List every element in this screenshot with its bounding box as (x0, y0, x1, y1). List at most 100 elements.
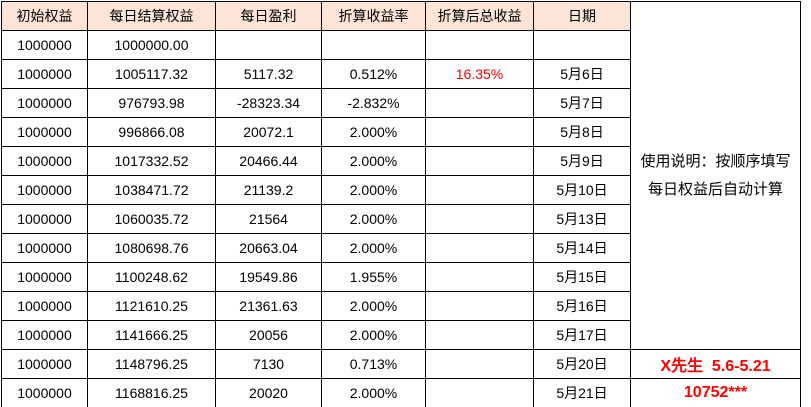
table-cell[interactable]: 2.000% (321, 233, 426, 263)
table-cell[interactable] (533, 30, 631, 60)
table-cell[interactable]: 21361.63 (215, 291, 322, 321)
table-cell[interactable]: 2.000% (321, 175, 426, 205)
table-cell[interactable] (425, 320, 534, 350)
table-cell[interactable]: 21564 (215, 204, 322, 234)
table-cell[interactable] (425, 349, 534, 379)
table-cell[interactable]: 5117.32 (215, 59, 322, 89)
table-cell[interactable]: 1000000 (1, 291, 88, 321)
table-cell[interactable] (425, 233, 534, 263)
table-cell[interactable]: 1.955% (321, 262, 426, 292)
table-cell[interactable]: 1017332.52 (87, 146, 216, 176)
header-row: 初始权益 每日结算权益 每日盈利 折算收益率 折算后总收益 日期 (1, 1, 631, 31)
table-cell[interactable]: 2.000% (321, 291, 426, 321)
usage-note-cell[interactable]: 使用说明：按顺序填写每日权益后自动计算 (631, 2, 800, 349)
table-cell[interactable]: 1000000.00 (87, 30, 216, 60)
table-cell[interactable]: 996866.08 (87, 117, 216, 147)
table-cell[interactable]: 976793.98 (87, 88, 216, 118)
table-cell[interactable]: 20466.44 (215, 146, 322, 176)
table-cell[interactable]: 7130 (215, 349, 322, 379)
table-cell[interactable]: 5月7日 (533, 88, 631, 118)
table-cell[interactable]: 1000000 (1, 378, 88, 407)
table-cell[interactable]: 16.35% (425, 59, 534, 89)
signature-cell[interactable]: X先生 5.6-5.21 (631, 349, 800, 378)
table-cell[interactable]: 1000000 (1, 88, 88, 118)
table-cell[interactable]: 1060035.72 (87, 204, 216, 234)
table-cell[interactable]: 20072.1 (215, 117, 322, 147)
table-cell[interactable] (425, 378, 534, 407)
table-cell[interactable]: 20020 (215, 378, 322, 407)
table-cell[interactable]: 0.713% (321, 349, 426, 379)
table-cell[interactable]: 21139.2 (215, 175, 322, 205)
table-cell[interactable]: 2.000% (321, 378, 426, 407)
table-cell[interactable] (425, 204, 534, 234)
table-cell[interactable] (321, 30, 426, 60)
table-cell[interactable]: 1080698.76 (87, 233, 216, 263)
table-row: 1000000 1005117.32 5117.32 0.512% 16.35% 5月6日 (1, 59, 631, 89)
table-cell[interactable]: 1000000 (1, 233, 88, 263)
table-cell[interactable]: 1000000 (1, 146, 88, 176)
header-cell-daily-profit[interactable]: 每日盈利 (215, 1, 322, 31)
table-cell[interactable]: 1168816.25 (87, 378, 216, 407)
table-cell[interactable]: 20663.04 (215, 233, 322, 263)
table-cell[interactable]: 1000000 (1, 59, 88, 89)
table-cell[interactable] (425, 88, 534, 118)
table-row: 1000000 1000000.00 (1, 30, 631, 60)
table-cell[interactable]: 5月20日 (533, 349, 631, 379)
table-cell[interactable] (425, 262, 534, 292)
table-cell[interactable]: 5月17日 (533, 320, 631, 350)
table-cell[interactable] (425, 117, 534, 147)
table-body: 1000000 1000000.00 1000000 1005117.32 5117.3… (1, 30, 631, 407)
code-cell[interactable]: 10752*** (631, 378, 800, 407)
table-row: 1000000 1148796.25 7130 0.713% 5月20日 (1, 349, 631, 379)
table-cell[interactable]: 2.000% (321, 204, 426, 234)
table-cell[interactable]: 20056 (215, 320, 322, 350)
usage-note-text: 使用说明：按顺序填写每日权益后自动计算 (640, 152, 791, 198)
table-cell[interactable]: 2.000% (321, 320, 426, 350)
table-cell[interactable]: -2.832% (321, 88, 426, 118)
table-cell[interactable]: 5月16日 (533, 291, 631, 321)
equity-table: 初始权益 每日结算权益 每日盈利 折算收益率 折算后总收益 日期 1000000… (1, 1, 631, 407)
table-cell[interactable]: 5月21日 (533, 378, 631, 407)
table-cell[interactable] (425, 146, 534, 176)
table-row: 1000000 996866.08 20072.1 2.000% 5月8日 (1, 117, 631, 147)
table-cell[interactable]: 1100248.62 (87, 262, 216, 292)
header-cell-total-converted-return[interactable]: 折算后总收益 (425, 1, 534, 31)
table-cell[interactable]: 1141666.25 (87, 320, 216, 350)
table-cell[interactable]: 1000000 (1, 262, 88, 292)
table-cell[interactable]: -28323.34 (215, 88, 322, 118)
header-cell-date[interactable]: 日期 (533, 1, 631, 31)
table-cell[interactable]: 5月10日 (533, 175, 631, 205)
table-cell[interactable] (425, 175, 534, 205)
table-row: 1000000 1080698.76 20663.04 2.000% 5月14日 (1, 233, 631, 263)
table-row: 1000000 1100248.62 19549.86 1.955% 5月15日 (1, 262, 631, 292)
table-cell[interactable]: 5月15日 (533, 262, 631, 292)
table-cell[interactable]: 1000000 (1, 349, 88, 379)
table-cell[interactable]: 0.512% (321, 59, 426, 89)
table-cell[interactable] (425, 30, 534, 60)
table-cell[interactable]: 1038471.72 (87, 175, 216, 205)
table-cell[interactable]: 1121610.25 (87, 291, 216, 321)
table-cell[interactable]: 5月6日 (533, 59, 631, 89)
table-cell[interactable]: 1005117.32 (87, 59, 216, 89)
table-cell[interactable]: 1000000 (1, 204, 88, 234)
header-cell-daily-settlement-equity[interactable]: 每日结算权益 (87, 1, 216, 31)
side-panel: 使用说明：按顺序填写每日权益后自动计算 X先生 5.6-5.21 10752**… (630, 1, 801, 407)
table-cell[interactable]: 5月9日 (533, 146, 631, 176)
header-cell-converted-return-rate[interactable]: 折算收益率 (321, 1, 426, 31)
table-cell[interactable]: 5月8日 (533, 117, 631, 147)
table-cell[interactable]: 2.000% (321, 146, 426, 176)
header-cell-initial-equity[interactable]: 初始权益 (1, 1, 88, 31)
table-cell[interactable]: 19549.86 (215, 262, 322, 292)
table-cell[interactable]: 5月13日 (533, 204, 631, 234)
table-cell[interactable]: 1000000 (1, 117, 88, 147)
table-cell[interactable]: 1000000 (1, 30, 88, 60)
table-cell[interactable]: 2.000% (321, 117, 426, 147)
table-row: 1000000 976793.98 -28323.34 -2.832% 5月7日 (1, 88, 631, 118)
table-cell[interactable]: 1148796.25 (87, 349, 216, 379)
table-cell[interactable] (425, 291, 534, 321)
table-cell[interactable]: 5月14日 (533, 233, 631, 263)
table-cell[interactable]: 1000000 (1, 175, 88, 205)
table-cell[interactable]: 1000000 (1, 320, 88, 350)
table-cell[interactable] (215, 30, 322, 60)
